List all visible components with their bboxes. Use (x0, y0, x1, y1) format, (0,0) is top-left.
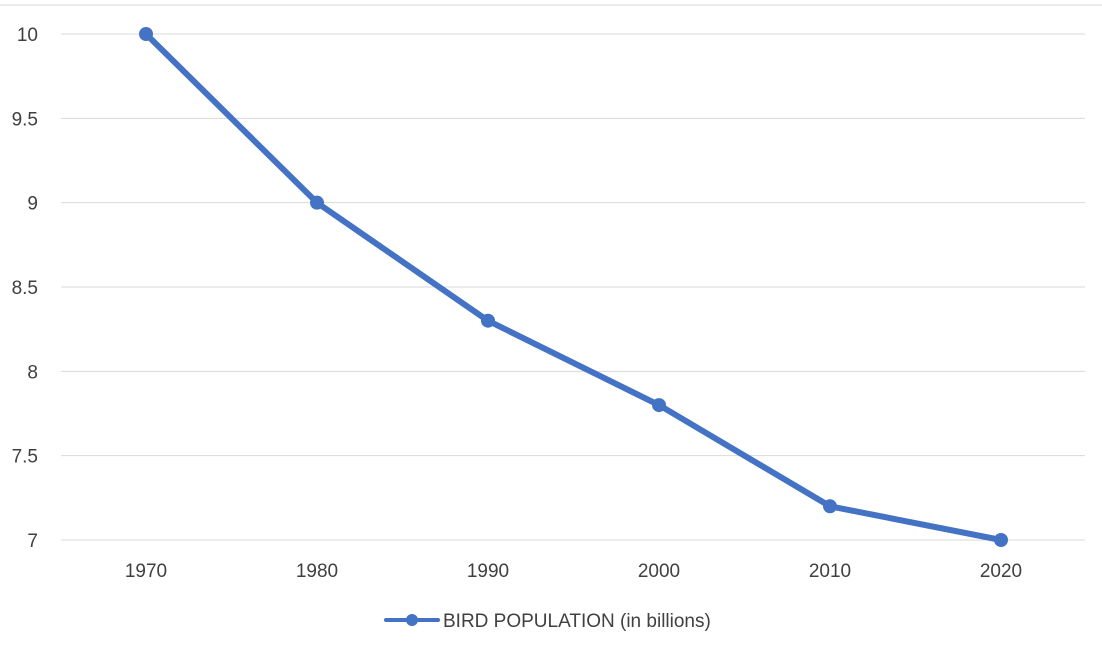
gridlines (0, 4, 1102, 541)
legend-marker-dot (406, 614, 418, 626)
legend: BIRD POPULATION (in billions) (384, 611, 711, 632)
x-tick-label: 1970 (125, 561, 167, 582)
data-point (481, 313, 495, 328)
y-tick-label: 9.5 (12, 109, 38, 130)
data-point (139, 27, 153, 41)
y-tick-label: 10 (17, 25, 38, 46)
x-tick-label: 2000 (638, 561, 680, 582)
x-tick-label: 2020 (980, 561, 1022, 582)
y-tick-label: 8 (27, 362, 38, 383)
y-tick-label: 7.5 (12, 447, 38, 468)
y-tick-label: 9 (27, 194, 38, 215)
series-line (143, 31, 1004, 543)
x-tick-label: 1990 (467, 561, 509, 582)
data-point (310, 195, 324, 210)
y-tick-label: 7 (27, 531, 38, 552)
x-tick-label: 2010 (809, 561, 851, 582)
series-group (139, 27, 1008, 547)
data-point (652, 398, 666, 413)
y-tick-label: 8.5 (12, 278, 38, 299)
x-axis-tick-labels: 1970 1980 1990 2000 2010 2020 (125, 561, 1022, 582)
legend-label: BIRD POPULATION (in billions) (443, 611, 711, 632)
data-point (823, 499, 837, 514)
x-tick-label: 1980 (296, 561, 338, 582)
data-point (994, 533, 1008, 547)
y-axis-tick-labels: 7 7.5 8 8.5 9 9.5 10 (12, 25, 38, 552)
